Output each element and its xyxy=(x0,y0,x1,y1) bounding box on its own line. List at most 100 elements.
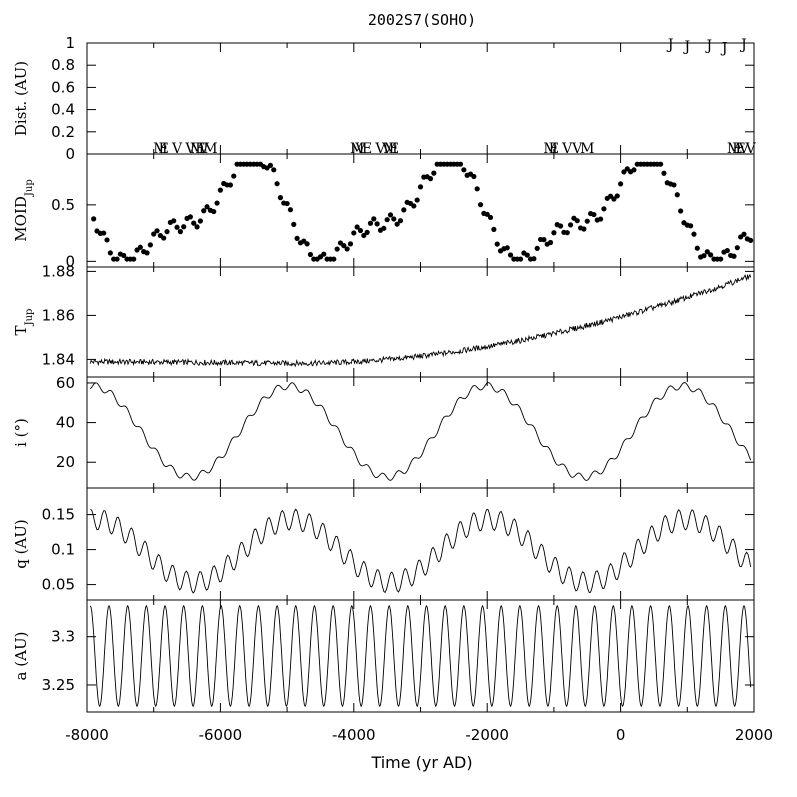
series-line-incl xyxy=(89,382,752,481)
moid-point xyxy=(567,222,574,228)
moid-point xyxy=(137,244,143,250)
moid-point xyxy=(104,237,110,243)
x-axis-label: Time (yr AD) xyxy=(370,753,472,772)
planet-encounter-marker: E xyxy=(549,141,559,157)
moid-point xyxy=(121,252,127,259)
moid-point xyxy=(551,230,557,236)
moid-point xyxy=(387,212,394,218)
jupiter-encounter-marker: J xyxy=(704,38,712,54)
moid-point xyxy=(694,245,700,251)
moid-point xyxy=(177,229,183,235)
moid-point xyxy=(204,204,210,210)
moid-point xyxy=(524,252,530,258)
moid-point xyxy=(227,182,234,188)
moid-point xyxy=(364,229,370,235)
moid-point xyxy=(474,186,480,192)
moid-point xyxy=(671,182,677,188)
moid-point xyxy=(417,184,424,190)
moid-point xyxy=(397,218,404,224)
moid-point xyxy=(271,167,277,173)
y-tick-label: 20 xyxy=(56,453,75,471)
planet-encounter-marker: M xyxy=(153,141,167,157)
series-line-q xyxy=(90,508,752,594)
moid-point xyxy=(494,241,500,247)
moid-point xyxy=(341,242,347,249)
y-axis-title-subscript: Jup xyxy=(24,179,35,197)
moid-point xyxy=(277,195,284,201)
y-tick-label: 3.3 xyxy=(51,628,75,646)
y-tick-label: 0 xyxy=(65,252,75,270)
moid-point xyxy=(194,224,200,230)
moid-point xyxy=(731,253,737,259)
moid-point xyxy=(431,170,437,176)
x-tick-label: -2000 xyxy=(465,726,509,744)
moid-point xyxy=(658,161,664,167)
y-tick-label: 0.1 xyxy=(51,541,75,559)
moid-point xyxy=(574,218,580,224)
chart-title: 2002S7(SOHO) xyxy=(368,11,476,29)
planet-encounter-marker: M xyxy=(383,141,397,157)
planet-encounter-marker: V xyxy=(738,141,750,157)
moid-point xyxy=(748,237,754,244)
moid-point xyxy=(384,217,390,223)
moid-point xyxy=(334,246,340,252)
moid-point xyxy=(154,228,160,234)
moid-point xyxy=(381,225,387,231)
x-tick-label: -4000 xyxy=(332,726,376,744)
series-line-tjup xyxy=(89,273,752,368)
moid-point xyxy=(581,226,587,232)
y-tick-label: 60 xyxy=(56,374,75,392)
moid-point xyxy=(621,169,627,175)
planet-encounter-marker: E xyxy=(159,141,169,157)
panel-a: 3.25 3.3 a (AU) xyxy=(12,599,755,713)
moid-point xyxy=(344,246,350,252)
moid-point xyxy=(187,214,193,220)
panel-q: 0.05 0.1 0.15 q (AU) xyxy=(12,487,755,601)
planet-encounter-marker: E xyxy=(732,141,742,157)
y-axis-title: TJup xyxy=(12,309,35,336)
moid-point xyxy=(601,206,607,212)
moid-point xyxy=(114,256,120,262)
y-tick-label: 1.86 xyxy=(42,306,75,324)
moid-point xyxy=(718,256,724,262)
jupiter-encounter-marker: J xyxy=(739,37,747,53)
planet-encounter-marker: V xyxy=(381,141,393,157)
y-axis-title-subscript: Jup xyxy=(24,309,35,327)
planet-encounter-marker: V xyxy=(745,141,757,157)
moid-point xyxy=(374,221,380,227)
y-tick-label: 0.4 xyxy=(51,101,75,119)
moid-point xyxy=(591,211,597,218)
y-tick-label: 0.15 xyxy=(42,506,75,524)
moid-point xyxy=(724,247,730,254)
moid-point xyxy=(351,230,357,236)
moid-point xyxy=(214,200,220,206)
x-tick-label: -8000 xyxy=(65,726,109,744)
y-axis-title: a (AU) xyxy=(12,632,30,681)
moid-point xyxy=(484,211,490,217)
planet-encounter-marker: M xyxy=(350,141,364,157)
planet-encounter-marker: V xyxy=(374,141,386,157)
y-tick-label: 1.84 xyxy=(42,350,75,368)
moid-point xyxy=(477,202,484,208)
moid-point xyxy=(284,200,290,207)
moid-point xyxy=(217,187,223,193)
jupiter-encounter-marker: J xyxy=(666,37,674,53)
moid-point xyxy=(147,242,153,248)
moid-point xyxy=(267,162,274,168)
y-tick-label: 0 xyxy=(65,145,75,163)
moid-point xyxy=(487,214,494,221)
y-axis-title: i (°) xyxy=(12,418,30,447)
planet-encounter-marker: V xyxy=(571,141,583,157)
moid-point xyxy=(611,196,617,202)
moid-point xyxy=(304,241,310,247)
moid-point xyxy=(107,250,113,256)
y-tick-label: 0.8 xyxy=(51,56,75,74)
planet-encounter-marker: M xyxy=(190,141,204,157)
moid-point xyxy=(174,224,180,230)
moid-point xyxy=(541,237,547,243)
y-tick-label: 1 xyxy=(65,34,75,52)
moid-point xyxy=(211,208,217,215)
moid-point xyxy=(674,192,680,198)
